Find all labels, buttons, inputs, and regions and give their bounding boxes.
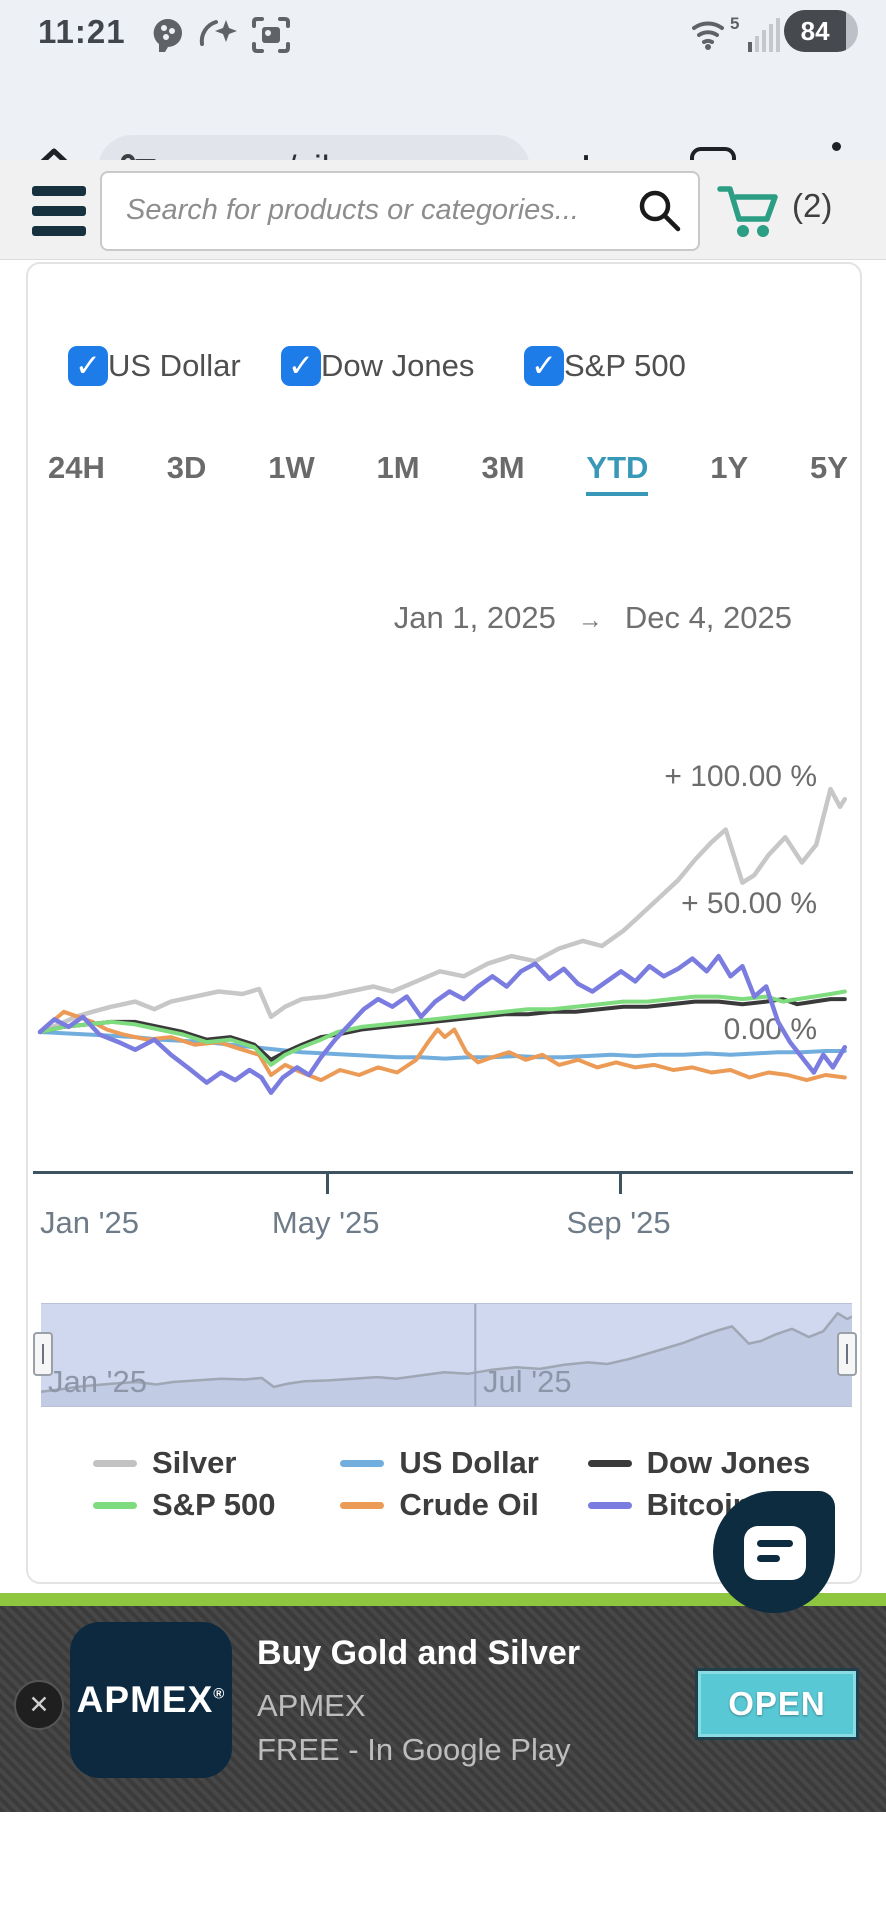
x-axis-label: May '25 <box>271 1205 380 1240</box>
range-tab-3d[interactable]: 3D <box>166 450 207 485</box>
legend-item-crude-oil[interactable]: Crude Oil <box>340 1484 587 1526</box>
range-tab-1y[interactable]: 1Y <box>710 450 749 485</box>
checkbox-checked-icon[interactable]: ✓ <box>68 346 108 386</box>
ad-tagline: FREE - In Google Play <box>257 1732 571 1767</box>
search-box[interactable] <box>100 171 700 251</box>
legend-swatch <box>340 1501 385 1509</box>
range-tab-1w[interactable]: 1W <box>268 450 315 485</box>
battery-indicator: 84 <box>784 10 858 52</box>
legend-swatch <box>340 1459 385 1467</box>
legend-label: Crude Oil <box>399 1487 539 1522</box>
legend-label: Silver <box>152 1445 237 1480</box>
series-line-s-p-500 <box>38 989 847 1067</box>
navigator-right-handle[interactable] <box>837 1332 857 1376</box>
y-axis-label: 0.00 % <box>723 1013 817 1046</box>
legend-item-us-dollar[interactable]: US Dollar <box>340 1442 587 1484</box>
apmex-logo: APMEX® <box>76 1679 226 1720</box>
legend-swatch <box>587 1459 632 1467</box>
ad-title: Buy Gold and Silver <box>257 1634 581 1672</box>
cart-icon[interactable] <box>716 181 782 241</box>
date-start[interactable]: Jan 1, 2025 <box>393 600 556 635</box>
navigator-left-handle[interactable] <box>33 1332 53 1376</box>
navigator-line <box>40 1311 853 1394</box>
date-end[interactable]: Dec 4, 2025 <box>624 600 792 635</box>
chat-bubble-icon <box>744 1526 806 1580</box>
ad-accent-stripe <box>0 1593 886 1606</box>
series-line-crude-oil <box>38 1009 847 1083</box>
chart-legend: Silver US Dollar Dow Jones S&P 500 Crude Oil… <box>93 1442 835 1526</box>
ad-open-button[interactable]: OPEN <box>695 1668 859 1740</box>
x-axis-tick <box>325 1174 329 1194</box>
y-axis-label: + 100.00 % <box>664 760 817 793</box>
date-range: Jan 1, 2025 → Dec 4, 2025 <box>0 600 792 636</box>
digital-wellbeing-icon <box>153 18 182 53</box>
legend-item-dow-jones[interactable]: Dow Jones <box>587 1442 835 1484</box>
comparison-checkbox-dow-jones[interactable]: ✓ Dow Jones <box>281 345 474 387</box>
search-icon[interactable] <box>636 187 682 233</box>
series-line-silver <box>37 786 848 1035</box>
navigator-area-fill <box>41 1313 852 1406</box>
browser-toolbar: ex.com/silve + 2 <box>0 62 886 203</box>
legend-swatch <box>587 1501 632 1509</box>
range-tabs: 24H 3D 1W 1M 3M YTD 1Y 5Y <box>48 448 848 496</box>
x-axis-tick <box>618 1174 622 1194</box>
navigator-label: Jan '25 <box>48 1364 147 1399</box>
signal-bars-icon <box>748 18 780 52</box>
checkbox-checked-icon[interactable]: ✓ <box>524 346 564 386</box>
range-tab-24h[interactable]: 24H <box>48 450 105 485</box>
range-tab-ytd[interactable]: YTD <box>586 448 649 496</box>
apmex-app-icon[interactable]: APMEX® <box>70 1622 232 1778</box>
navigator-label: Jul '25 <box>483 1364 572 1399</box>
x-axis-line <box>33 1171 853 1174</box>
ad-subtitle: APMEX <box>257 1688 366 1723</box>
x-axis-label: Jan '25 <box>40 1205 139 1240</box>
date-arrow: → <box>577 606 603 634</box>
range-tab-1m[interactable]: 1M <box>376 450 420 485</box>
navigator-area-chart <box>40 1304 853 1406</box>
cart-count[interactable]: (2) <box>792 187 833 224</box>
x-axis-label: Sep '25 <box>566 1205 671 1240</box>
legend-item-silver[interactable]: Silver <box>93 1442 340 1484</box>
android-nav-bar <box>0 1812 886 1920</box>
legend-label: Dow Jones <box>646 1445 811 1480</box>
checkbox-checked-icon[interactable]: ✓ <box>281 346 321 386</box>
legend-label: S&P 500 <box>152 1487 276 1522</box>
ad-close-button[interactable]: ✕ <box>14 1680 64 1730</box>
assistant-sparkle-icon <box>199 20 237 46</box>
status-bar: 11:21 5 84 <box>0 0 886 62</box>
clock: 11:21 <box>38 13 126 50</box>
comparison-line-chart[interactable] <box>0 640 886 1175</box>
legend-label: US Dollar <box>399 1445 539 1480</box>
range-tab-3m[interactable]: 3M <box>481 450 525 485</box>
wifi-generation-badge: 5 <box>730 14 740 33</box>
legend-swatch <box>93 1459 137 1467</box>
range-tab-5y[interactable]: 5Y <box>810 450 848 485</box>
hamburger-menu-icon[interactable] <box>32 186 86 236</box>
comparison-checkbox-s-p-500[interactable]: ✓ S&P 500 <box>524 345 686 387</box>
chart-navigator[interactable]: Jan '25 Jul '25 <box>40 1303 853 1407</box>
series-line-dow-jones <box>38 997 847 1062</box>
wifi-icon <box>692 21 724 50</box>
legend-item-s-p-500[interactable]: S&P 500 <box>93 1484 340 1526</box>
battery-percent: 84 <box>784 10 847 52</box>
site-header: (2) <box>0 160 886 260</box>
legend-swatch <box>93 1501 137 1509</box>
comparison-checkbox-us-dollar[interactable]: ✓ US Dollar <box>68 345 241 387</box>
screenshot-icon <box>252 17 290 53</box>
series-line-us-dollar <box>38 1030 847 1061</box>
series-line-bitcoin <box>37 953 848 1095</box>
search-input[interactable] <box>124 173 608 247</box>
live-chat-button[interactable] <box>713 1491 835 1613</box>
y-axis-label: + 50.00 % <box>681 886 817 920</box>
